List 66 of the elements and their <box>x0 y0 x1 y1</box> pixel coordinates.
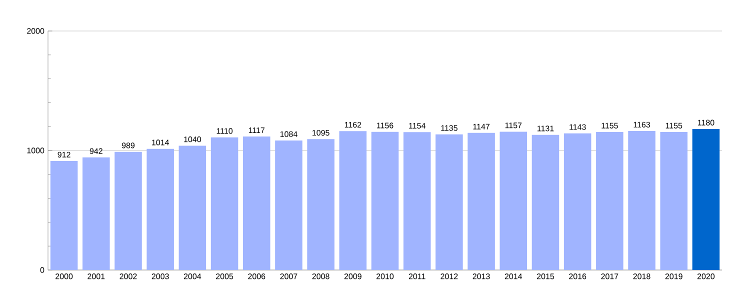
bar <box>242 136 270 270</box>
x-tick-label: 2016 <box>569 274 586 280</box>
data-label: 1143 <box>570 124 586 130</box>
x-tick-label: 2019 <box>665 274 682 280</box>
data-label: 1162 <box>344 122 362 128</box>
x-tick-label: 2012 <box>440 274 458 280</box>
bar <box>371 132 399 270</box>
bar <box>660 132 688 270</box>
data-label: 1155 <box>666 122 682 128</box>
bar <box>114 152 142 270</box>
bar <box>146 148 174 270</box>
x-tick-label: 2013 <box>472 274 490 280</box>
x-tick-label: 2017 <box>601 274 618 280</box>
bar <box>403 132 431 270</box>
data-label: 989 <box>122 142 135 148</box>
bar <box>307 139 334 270</box>
bar <box>596 132 624 270</box>
x-tick-label: 2020 <box>697 274 715 280</box>
bar <box>82 157 110 270</box>
x-tick-label: 2000 <box>56 274 73 280</box>
x-tick-label: 2010 <box>376 274 394 280</box>
y-tick-label: 0 <box>40 267 44 273</box>
x-tick-label: 2006 <box>248 274 266 280</box>
data-label: 1163 <box>634 122 650 128</box>
x-tick-label: 2018 <box>633 274 650 280</box>
bar <box>500 132 528 270</box>
x-tick-label: 2007 <box>280 274 298 280</box>
x-tick-label: 2001 <box>88 274 105 280</box>
data-label: 1155 <box>602 122 618 128</box>
data-label: 1156 <box>377 122 394 128</box>
x-tick-label: 2014 <box>504 274 522 280</box>
data-label: 1147 <box>473 124 490 130</box>
x-tick-label: 2009 <box>344 274 362 280</box>
bar <box>210 137 238 270</box>
data-label: 1180 <box>698 120 714 126</box>
x-tick-label: 2008 <box>312 274 330 280</box>
data-label: 1084 <box>280 131 298 137</box>
bar <box>468 132 495 270</box>
data-label: 1095 <box>312 130 330 136</box>
data-label: 1157 <box>505 122 522 128</box>
data-label: 942 <box>90 148 102 154</box>
bar <box>628 131 656 270</box>
x-tick-label: 2004 <box>184 274 202 280</box>
y-tick-label: 2000 <box>27 28 44 34</box>
data-label: 912 <box>58 152 70 158</box>
bar <box>692 128 720 270</box>
y-tick-label: 1000 <box>27 148 44 154</box>
bar <box>532 134 560 270</box>
x-tick-label: 2005 <box>216 274 234 280</box>
data-label: 1040 <box>184 136 202 142</box>
bar <box>275 140 302 270</box>
data-label: 1135 <box>441 125 458 131</box>
data-label: 1117 <box>248 127 265 133</box>
x-tick-label: 2003 <box>152 274 169 280</box>
bar <box>50 161 78 270</box>
bar <box>339 131 367 270</box>
data-label: 1154 <box>409 122 426 129</box>
bar <box>564 133 592 270</box>
x-tick-label: 2015 <box>536 274 554 280</box>
data-label: 1131 <box>537 126 554 132</box>
data-label: 1110 <box>216 128 233 134</box>
x-tick-label: 2002 <box>120 274 137 280</box>
bar <box>436 134 463 270</box>
bar <box>178 146 206 270</box>
data-label: 1014 <box>152 140 169 146</box>
x-tick-label: 2011 <box>408 274 426 280</box>
